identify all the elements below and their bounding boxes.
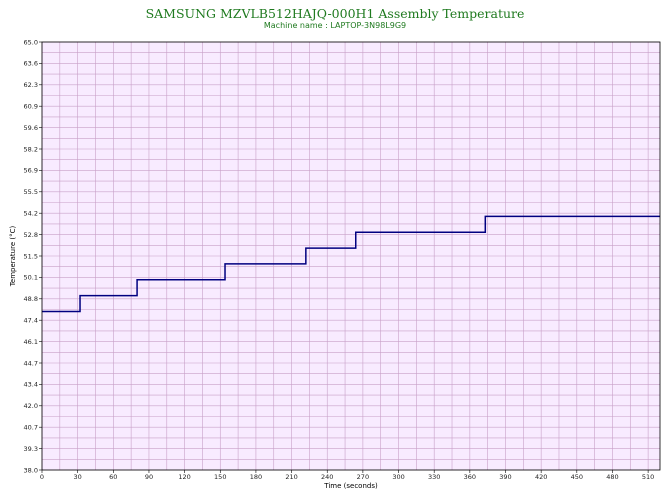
y-tick-label: 65.0 — [24, 38, 38, 46]
x-axis-label: Time (seconds) — [323, 482, 378, 490]
y-tick-label: 40.7 — [24, 424, 38, 432]
chart-subtitle: Machine name : LAPTOP-3N98L9G9 — [263, 21, 407, 30]
y-tick-label: 60.9 — [24, 103, 38, 111]
y-tick-label: 43.4 — [24, 381, 38, 389]
y-tick-label: 62.3 — [24, 81, 38, 89]
series-line — [42, 215, 660, 313]
x-tick-label: 60 — [109, 473, 117, 481]
x-tick-label: 420 — [535, 473, 547, 481]
y-tick-label: 50.1 — [24, 274, 38, 282]
x-tick-label: 450 — [571, 473, 583, 481]
x-tick-label: 120 — [178, 473, 190, 481]
x-tick-label: 30 — [74, 473, 82, 481]
x-tick-label: 330 — [428, 473, 440, 481]
y-tick-label: 39.3 — [24, 445, 38, 453]
x-tick-label: 0 — [40, 473, 44, 481]
y-tick-label: 38.0 — [24, 466, 38, 474]
x-tick-label: 390 — [499, 473, 511, 481]
y-axis-label: Temperature (°C) — [9, 226, 17, 288]
y-tick-label: 56.9 — [24, 167, 38, 175]
y-tick-label: 58.2 — [24, 145, 38, 153]
x-tick-label: 510 — [642, 473, 654, 481]
y-tick-label: 52.8 — [24, 231, 38, 239]
x-tick-label: 210 — [285, 473, 297, 481]
x-tick-label: 360 — [464, 473, 476, 481]
y-tick-label: 63.6 — [24, 60, 38, 68]
y-tick-label: 54.2 — [24, 210, 38, 218]
x-tick-label: 240 — [321, 473, 333, 481]
x-tick-label: 300 — [392, 473, 404, 481]
y-tick-label: 48.8 — [24, 295, 38, 303]
plot-border — [41, 41, 661, 471]
y-tick-label: 46.1 — [24, 338, 38, 346]
x-tick-label: 270 — [357, 473, 369, 481]
x-tick-label: 90 — [145, 473, 153, 481]
chart-title: SAMSUNG MZVLB512HAJQ-000H1 Assembly Temp… — [145, 6, 525, 21]
x-tick-label: 180 — [250, 473, 262, 481]
y-tick-label: 55.5 — [24, 188, 38, 196]
series-group — [42, 215, 660, 313]
x-tick-labels: 0 30 60 90 120 150 180 210 240 270 300 330 360 390 420… — [40, 470, 654, 481]
x-tick-label: 150 — [214, 473, 226, 481]
y-tick-labels: 65.0 63.6 62.3 60.9 59.6 58.2 56.9 55.5 54.2 52.8… — [24, 38, 42, 474]
y-tick-label: 51.5 — [24, 252, 38, 260]
y-tick-label: 44.7 — [24, 359, 38, 367]
grid — [41, 41, 660, 471]
y-tick-label: 42.0 — [24, 402, 38, 410]
x-tick-label: 480 — [606, 473, 618, 481]
y-tick-label: 59.6 — [24, 124, 38, 132]
y-tick-label: 47.4 — [24, 317, 38, 325]
